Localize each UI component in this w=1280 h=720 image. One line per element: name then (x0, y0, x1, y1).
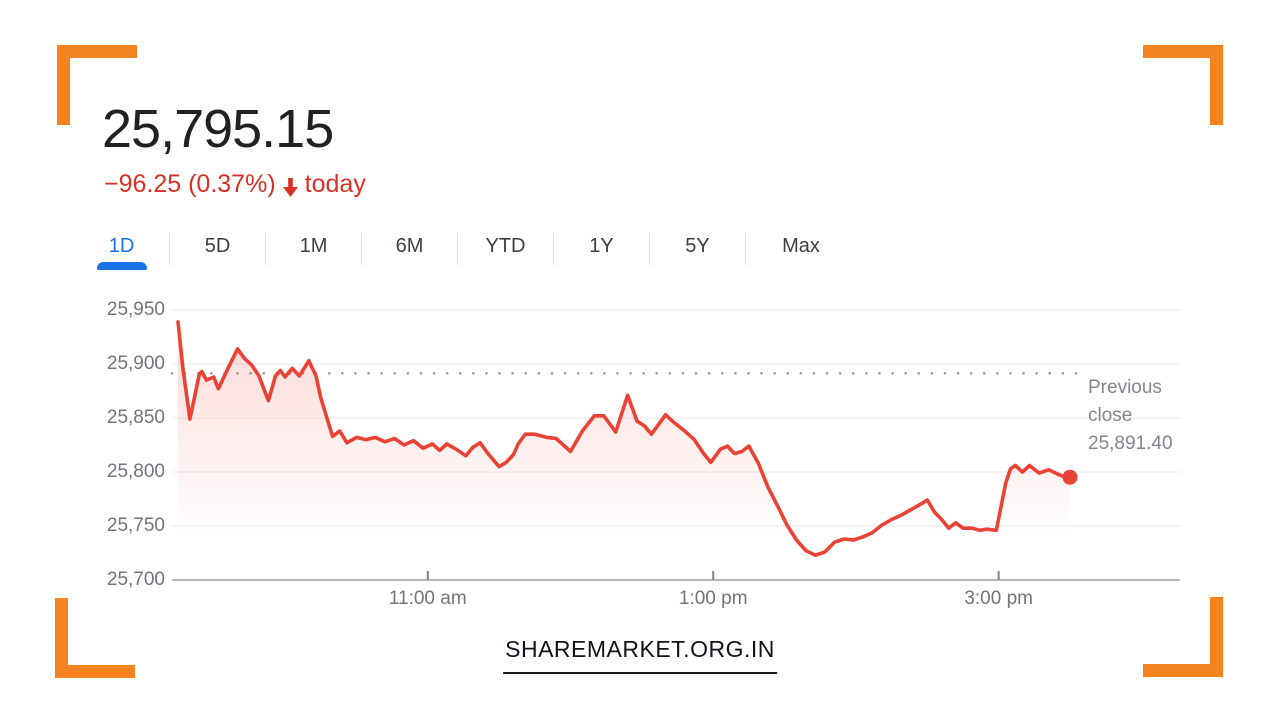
y-axis-label: 25,700 (106, 569, 165, 590)
tab-5y[interactable]: 5Y (685, 235, 710, 257)
site-watermark: SHAREMARKET.ORG.IN (503, 636, 777, 674)
x-axis-label: 1:00 pm (678, 588, 748, 609)
previous-close-label: Previous close (1088, 377, 1162, 426)
price-change-value: −96.25 (0.37%) (104, 170, 276, 198)
tab-ytd[interactable]: YTD (485, 235, 526, 257)
tab-1d[interactable]: 1D (74, 228, 169, 270)
y-axis-label: 25,800 (106, 461, 165, 482)
price-endpoint-dot (1062, 469, 1078, 485)
price-area-fill (178, 321, 1070, 580)
corner-bracket-bottom-left (55, 598, 135, 678)
tab-5d[interactable]: 5D (204, 235, 231, 257)
y-axis-label: 25,850 (106, 407, 165, 428)
tab-divider (361, 233, 362, 265)
tab-divider (457, 233, 458, 265)
previous-close-value: 25,891.40 (1088, 433, 1173, 454)
price-change-period: today (304, 170, 366, 198)
tab-divider (649, 233, 650, 265)
y-axis-label: 25,950 (106, 299, 165, 320)
tab-1y[interactable]: 1Y (589, 235, 614, 257)
tab-divider (265, 233, 266, 265)
time-range-tab-bar: 1D 5D 1M 6M YTD 1Y 5Y Max (74, 228, 856, 270)
previous-close-annotation: Previous close 25,891.40 (1088, 374, 1192, 458)
y-axis-label: 25,900 (106, 353, 165, 374)
corner-bracket-bottom-right (1143, 597, 1223, 677)
tab-divider (169, 233, 170, 265)
corner-bracket-top-right (1143, 45, 1223, 125)
down-arrow-icon (282, 175, 298, 197)
tab-divider (553, 233, 554, 265)
current-price: 25,795.15 (102, 99, 334, 159)
x-axis-label: 3:00 pm (964, 588, 1033, 609)
tab-max[interactable]: Max (782, 235, 820, 257)
y-axis-label: 25,750 (106, 515, 165, 536)
price-change-row: −96.25 (0.37%) today (104, 170, 366, 199)
tab-6m[interactable]: 6M (395, 235, 424, 257)
x-axis-label: 11:00 am (388, 588, 467, 609)
corner-bracket-top-left (57, 45, 137, 125)
price-line (176, 320, 1072, 557)
tab-1m[interactable]: 1M (299, 235, 328, 257)
tab-divider (745, 233, 746, 265)
